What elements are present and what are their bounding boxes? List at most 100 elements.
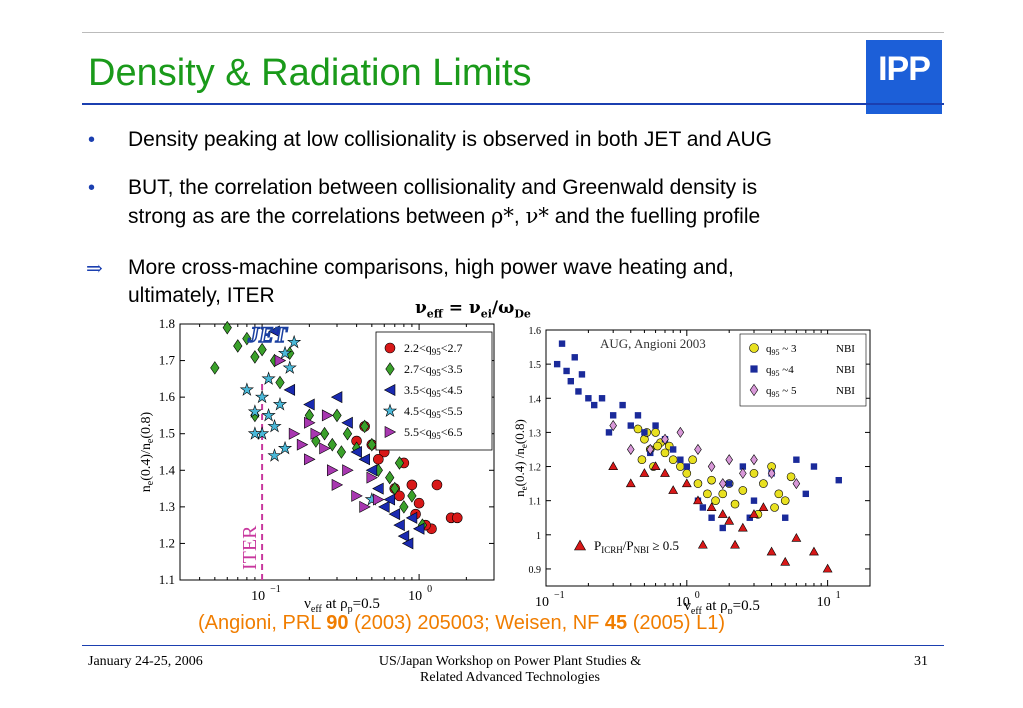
footer-date: January 24-25, 2006: [88, 654, 203, 669]
citation-part-1: (Angioni, PRL: [198, 612, 327, 634]
data-point-triangle-right: [331, 478, 344, 491]
data-point-square: [641, 429, 648, 436]
data-point-square: [725, 480, 733, 487]
legend-marker: [750, 365, 758, 373]
x-tick-label: 10: [251, 589, 265, 604]
data-point-diamond: [257, 342, 267, 357]
data-point-circle: [770, 503, 779, 512]
data-point-square: [699, 504, 707, 511]
data-point-star: [247, 426, 263, 440]
data-point-triangle-up: [693, 495, 703, 505]
data-point-diamond: [242, 331, 252, 346]
data-point-triangle-up: [758, 502, 769, 511]
legend-label: 2.2<q95<2.7: [404, 341, 463, 357]
formula-sub-de: De: [514, 307, 531, 321]
data-point-diamond: [275, 375, 285, 390]
legend-marker: [749, 383, 759, 397]
data-point-square: [558, 340, 566, 347]
data-point-circle: [730, 499, 740, 509]
data-point-triangle-right: [274, 354, 287, 367]
x-tick-exponent: 1: [836, 590, 841, 601]
y-tick-label: 1.5: [159, 426, 175, 441]
jet-logo: JET: [247, 322, 289, 347]
data-point-triangle-left: [283, 383, 296, 396]
formula-slash: /ω: [491, 298, 515, 318]
y-tick-label: 1.8: [159, 318, 175, 331]
data-point-diamond: [360, 419, 370, 434]
footer-event-line-1: US/Japan Workshop on Power Plant Studies…: [378, 654, 642, 669]
data-point-triangle-right: [319, 442, 331, 455]
data-point-triangle-left: [393, 519, 405, 532]
bullet-2-comma: ,: [513, 205, 526, 228]
data-point-diamond: [399, 500, 409, 514]
x-tick-exponent: 0: [427, 584, 432, 595]
legend-label: 2.7<q95<3.5: [404, 362, 463, 378]
y-tick-label: 1.1: [529, 497, 542, 508]
data-point-square: [750, 497, 758, 504]
data-point-circle: [693, 479, 703, 488]
data-point-square: [575, 388, 582, 395]
data-point-triangle-up: [681, 478, 692, 488]
data-point-triangle-up: [809, 546, 819, 556]
legend-label: q95 ~ 5: [766, 385, 797, 399]
data-point-triangle-left: [388, 508, 401, 521]
aug-scatter-chart: 0.9 1 1.1 1.2 1.3 1.4 1.5 1.6 10 −1 10 0 10 1 AUG, Ang…: [512, 326, 871, 614]
footer-event: US/Japan Workshop on Power Plant Studies…: [340, 654, 680, 686]
data-point-circle: [668, 455, 678, 465]
data-point-triangle-right: [359, 500, 371, 513]
data-point-circle: [738, 486, 748, 495]
data-point-triangle-up: [650, 461, 661, 471]
x-tick-exponent: −1: [270, 584, 281, 595]
data-point-diamond: [233, 339, 243, 353]
legend-marker: [385, 362, 395, 376]
data-point-star: [272, 396, 288, 411]
citation-part-3: (2005) L1): [627, 612, 725, 634]
y-tick-label: 1.7: [159, 353, 176, 368]
data-point-diamond: [718, 478, 727, 490]
jet-scatter-chart: 1.1 1.2 1.3 1.4 1.5 1.6 1.7 1.8 10 −1 10 0 ITER JET 2.…: [139, 318, 495, 614]
data-point-triangle-left: [383, 493, 396, 506]
ipp-logo-text: IPP: [878, 50, 931, 88]
data-point-triangle-up: [608, 461, 619, 471]
citation: (Angioni, PRL 90 (2003) 205003; Weisen, …: [198, 612, 725, 635]
data-point-circle: [653, 441, 662, 451]
data-point-diamond: [707, 460, 716, 473]
data-point-triangle-left: [365, 464, 378, 477]
data-point-diamond: [792, 478, 801, 490]
data-point-circle: [676, 462, 685, 471]
y-tick-label: 0.9: [529, 565, 542, 576]
y-tick-label: 1.6: [159, 389, 176, 404]
data-point-star: [267, 448, 282, 462]
data-point-circle: [406, 479, 418, 491]
data-point-square: [669, 446, 677, 453]
y-tick-label: 1.2: [159, 535, 175, 550]
legend-label: q95 ~4: [766, 364, 794, 378]
data-point-diamond: [327, 437, 337, 452]
data-point-triangle-right: [373, 493, 385, 506]
data-point-star: [261, 407, 276, 422]
data-point-triangle-right: [304, 453, 316, 466]
y-tick-label: 1.1: [159, 572, 175, 587]
data-point-square: [782, 514, 789, 521]
data-point-circle: [718, 489, 728, 499]
data-point-star: [277, 440, 293, 455]
data-point-triangle-left: [341, 416, 353, 429]
data-point-circle: [703, 489, 712, 499]
data-point-square: [719, 524, 726, 532]
data-point-star: [261, 371, 276, 385]
data-point-square: [609, 412, 617, 419]
bullet-2-line-2b: and the fuelling profile: [548, 205, 761, 228]
legend-label: 4.5<q95<5.5: [404, 404, 463, 420]
formula-sub-eff: eff: [426, 307, 443, 321]
data-point-circle: [451, 512, 463, 524]
x-tick-exponent: −1: [554, 590, 565, 601]
data-point-triangle-right: [351, 489, 363, 502]
bullet-2: •: [88, 174, 95, 202]
data-point-circle: [660, 448, 670, 458]
bullet-2-text: BUT, the correlation between collisional…: [128, 174, 760, 231]
data-point-square: [810, 463, 818, 470]
citation-volume-1: 90: [326, 612, 349, 634]
data-point-circle: [780, 496, 790, 505]
data-point-circle: [637, 455, 647, 465]
data-point-triangle-up: [724, 515, 735, 525]
